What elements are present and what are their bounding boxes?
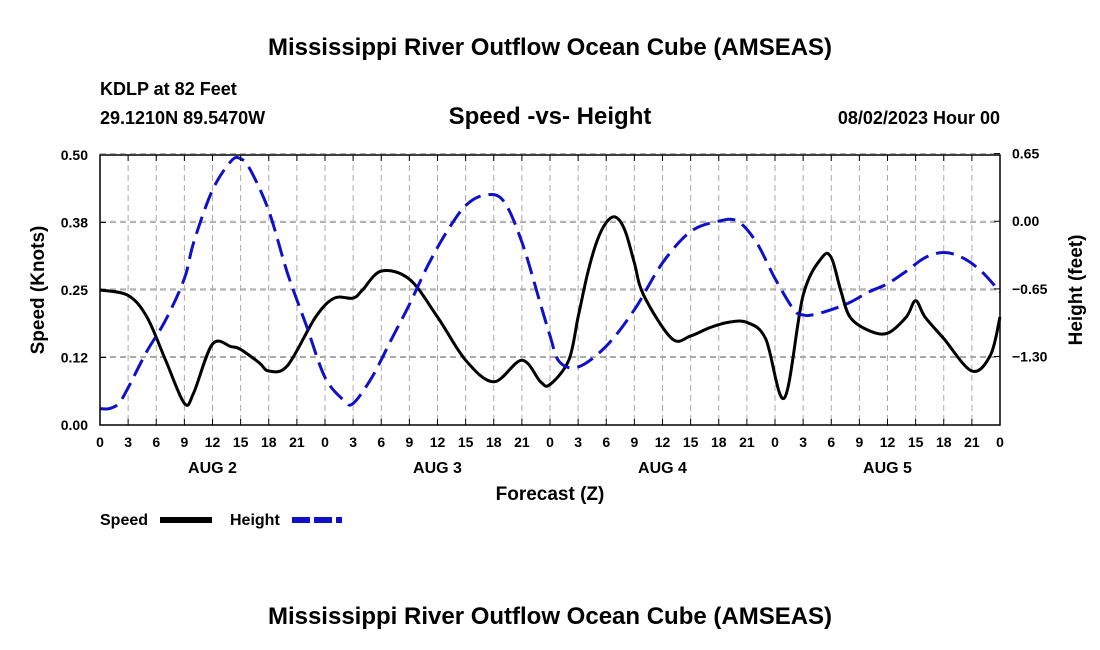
legend-speed-label: Speed <box>100 512 148 529</box>
x-tick-label: 15 <box>908 434 924 450</box>
x-tick-label: 21 <box>514 434 530 450</box>
main-title: Mississippi River Outflow Ocean Cube (AM… <box>268 34 832 61</box>
x-tick-label: 15 <box>683 434 699 450</box>
day-label: AUG 4 <box>638 460 687 477</box>
y-tick-label: 0.00 <box>61 417 88 433</box>
y2-tick-label: 0.00 <box>1012 213 1039 229</box>
x-tick-label: 6 <box>602 434 610 450</box>
series-layer <box>99 155 1002 411</box>
ticks: 0 3 6 9 12 15 18 21 0 3 6 9 12 15 18 21 0 3 6 9 12 15 18 21 0 3 6 9… <box>61 146 1048 477</box>
x-tick-label: 21 <box>739 434 755 450</box>
y2-tick-label: −1.30 <box>1012 349 1048 365</box>
height-series-line <box>99 155 1002 411</box>
x-tick-label: 15 <box>458 434 474 450</box>
x-tick-label: 12 <box>880 434 896 450</box>
x-tick-label: 9 <box>630 434 638 450</box>
x-tick-label: 21 <box>964 434 980 450</box>
footer-title: Mississippi River Outflow Ocean Cube (AM… <box>268 603 832 630</box>
y-tick-label: 0.12 <box>61 350 88 366</box>
x-tick-label: 6 <box>827 434 835 450</box>
day-label: AUG 5 <box>863 460 912 477</box>
x-tick-label: 0 <box>546 434 554 450</box>
station-label: KDLP at 82 Feet <box>100 79 237 99</box>
x-tick-label: 6 <box>377 434 385 450</box>
x-tick-label: 3 <box>799 434 807 450</box>
x-tick-label: 0 <box>996 434 1004 450</box>
day-label: AUG 3 <box>413 460 462 477</box>
y2-tick-label: 0.65 <box>1012 146 1039 162</box>
speed-series-line <box>99 215 1002 407</box>
x-tick-label: 9 <box>405 434 413 450</box>
x-tick-label: 9 <box>180 434 188 450</box>
x-tick-label: 15 <box>233 434 249 450</box>
x-tick-label: 12 <box>430 434 446 450</box>
x-axis-label: Forecast (Z) <box>496 484 605 505</box>
x-tick-label: 0 <box>96 434 104 450</box>
x-tick-label: 18 <box>936 434 952 450</box>
y-tick-label: 0.25 <box>61 282 88 298</box>
x-tick-label: 12 <box>655 434 671 450</box>
x-tick-label: 18 <box>486 434 502 450</box>
x-tick-label: 9 <box>855 434 863 450</box>
day-label: AUG 2 <box>188 460 237 477</box>
y2-tick-label: −0.65 <box>1012 281 1048 297</box>
x-tick-label: 18 <box>711 434 727 450</box>
y-axis-label: Speed (Knots) <box>28 226 49 355</box>
y-tick-label: 0.38 <box>61 215 88 231</box>
x-tick-label: 0 <box>321 434 329 450</box>
datetime-label: 08/02/2023 Hour 00 <box>838 108 1000 128</box>
x-tick-label: 6 <box>152 434 160 450</box>
x-tick-label: 3 <box>124 434 132 450</box>
chart-title: Speed -vs- Height <box>449 103 652 130</box>
location-label: 29.1210N 89.5470W <box>100 108 265 128</box>
x-tick-label: 0 <box>771 434 779 450</box>
x-tick-label: 21 <box>289 434 305 450</box>
legend-height-label: Height <box>230 512 280 529</box>
x-tick-label: 12 <box>205 434 221 450</box>
x-tick-label: 18 <box>261 434 277 450</box>
y-tick-label: 0.50 <box>61 147 88 163</box>
y2-axis-label: Height (feet) <box>1066 235 1087 346</box>
x-tick-label: 3 <box>349 434 357 450</box>
legend: Speed Height <box>100 512 342 529</box>
x-tick-label: 3 <box>574 434 582 450</box>
